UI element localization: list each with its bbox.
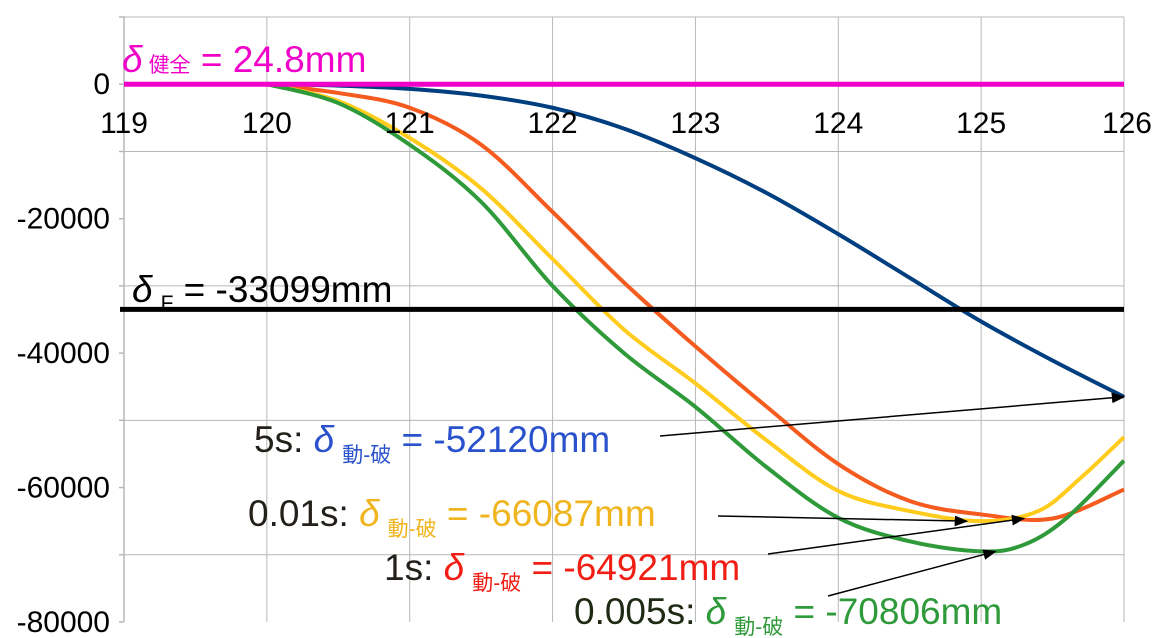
series-line-1 <box>266 82 1125 522</box>
y-tick-label: -60000 <box>17 472 110 505</box>
annotation-arrow <box>827 549 997 597</box>
y-tick-label: -20000 <box>17 203 110 236</box>
annotation-0-005s: 0.005s: δ 動-破 = -70806mm <box>574 591 1002 638</box>
healthy-deflection-label: δ 健全 = 24.8mm <box>122 39 366 80</box>
y-tick-label: 0 <box>93 68 110 101</box>
grid <box>123 16 1125 622</box>
x-tick-label: 119 <box>100 107 148 140</box>
reference-lines <box>120 81 1124 312</box>
x-tick-label: 121 <box>385 107 435 140</box>
annotation-arrow <box>717 515 969 527</box>
annotation-arrows <box>659 392 1126 597</box>
x-tick-label: 124 <box>813 107 863 140</box>
y-tick-label: -40000 <box>17 337 110 370</box>
annotation-arrow <box>767 514 1026 555</box>
x-tick-label: 120 <box>242 107 292 140</box>
y-axis <box>119 16 125 623</box>
series-line-3 <box>266 82 1126 554</box>
x-tick-label: 126 <box>1102 107 1152 140</box>
x-tick-label: 125 <box>956 107 1006 140</box>
annotation-5s: 5s: δ 動-破 = -52120mm <box>254 419 610 467</box>
x-tick-label: 123 <box>670 107 720 140</box>
x-tick-label: 122 <box>528 107 578 140</box>
annotation-1s: 1s: δ 動-破 = -64921mm <box>384 547 740 595</box>
annotation-arrow <box>659 392 1126 437</box>
series-line-0 <box>266 82 1125 399</box>
annotation-0-01s: 0.01s: δ 動-破 = -66087mm <box>248 493 656 541</box>
y-tick-label: -80000 <box>17 606 110 638</box>
